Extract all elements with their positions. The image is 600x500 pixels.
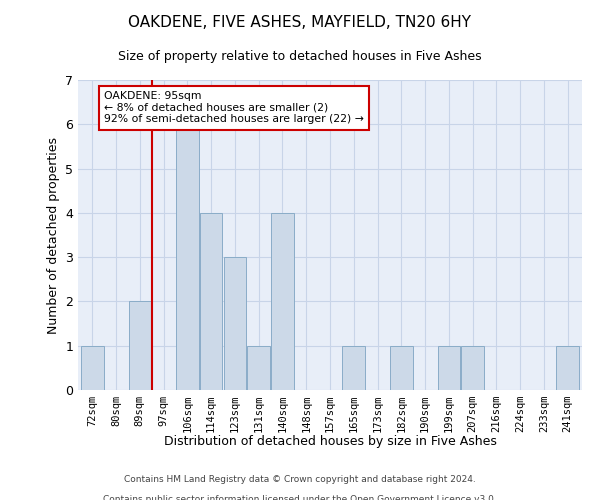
Bar [128,302,151,390]
Y-axis label: Number of detached properties: Number of detached properties [47,136,59,334]
Text: Size of property relative to detached houses in Five Ashes: Size of property relative to detached ho… [118,50,482,63]
Text: Contains HM Land Registry data © Crown copyright and database right 2024.: Contains HM Land Registry data © Crown c… [124,475,476,484]
Text: Distribution of detached houses by size in Five Ashes: Distribution of detached houses by size … [164,435,496,448]
Bar [247,346,270,390]
Bar [224,257,246,390]
Bar [437,346,460,390]
Bar [176,124,199,390]
Text: Contains public sector information licensed under the Open Government Licence v3: Contains public sector information licen… [103,495,497,500]
Text: OAKDENE: 95sqm
← 8% of detached houses are smaller (2)
92% of semi-detached hous: OAKDENE: 95sqm ← 8% of detached houses a… [104,91,364,124]
Text: OAKDENE, FIVE ASHES, MAYFIELD, TN20 6HY: OAKDENE, FIVE ASHES, MAYFIELD, TN20 6HY [128,15,472,30]
Bar [556,346,579,390]
Bar [200,213,223,390]
Bar [343,346,365,390]
Bar [390,346,413,390]
Bar [271,213,294,390]
Bar [461,346,484,390]
Bar [81,346,104,390]
